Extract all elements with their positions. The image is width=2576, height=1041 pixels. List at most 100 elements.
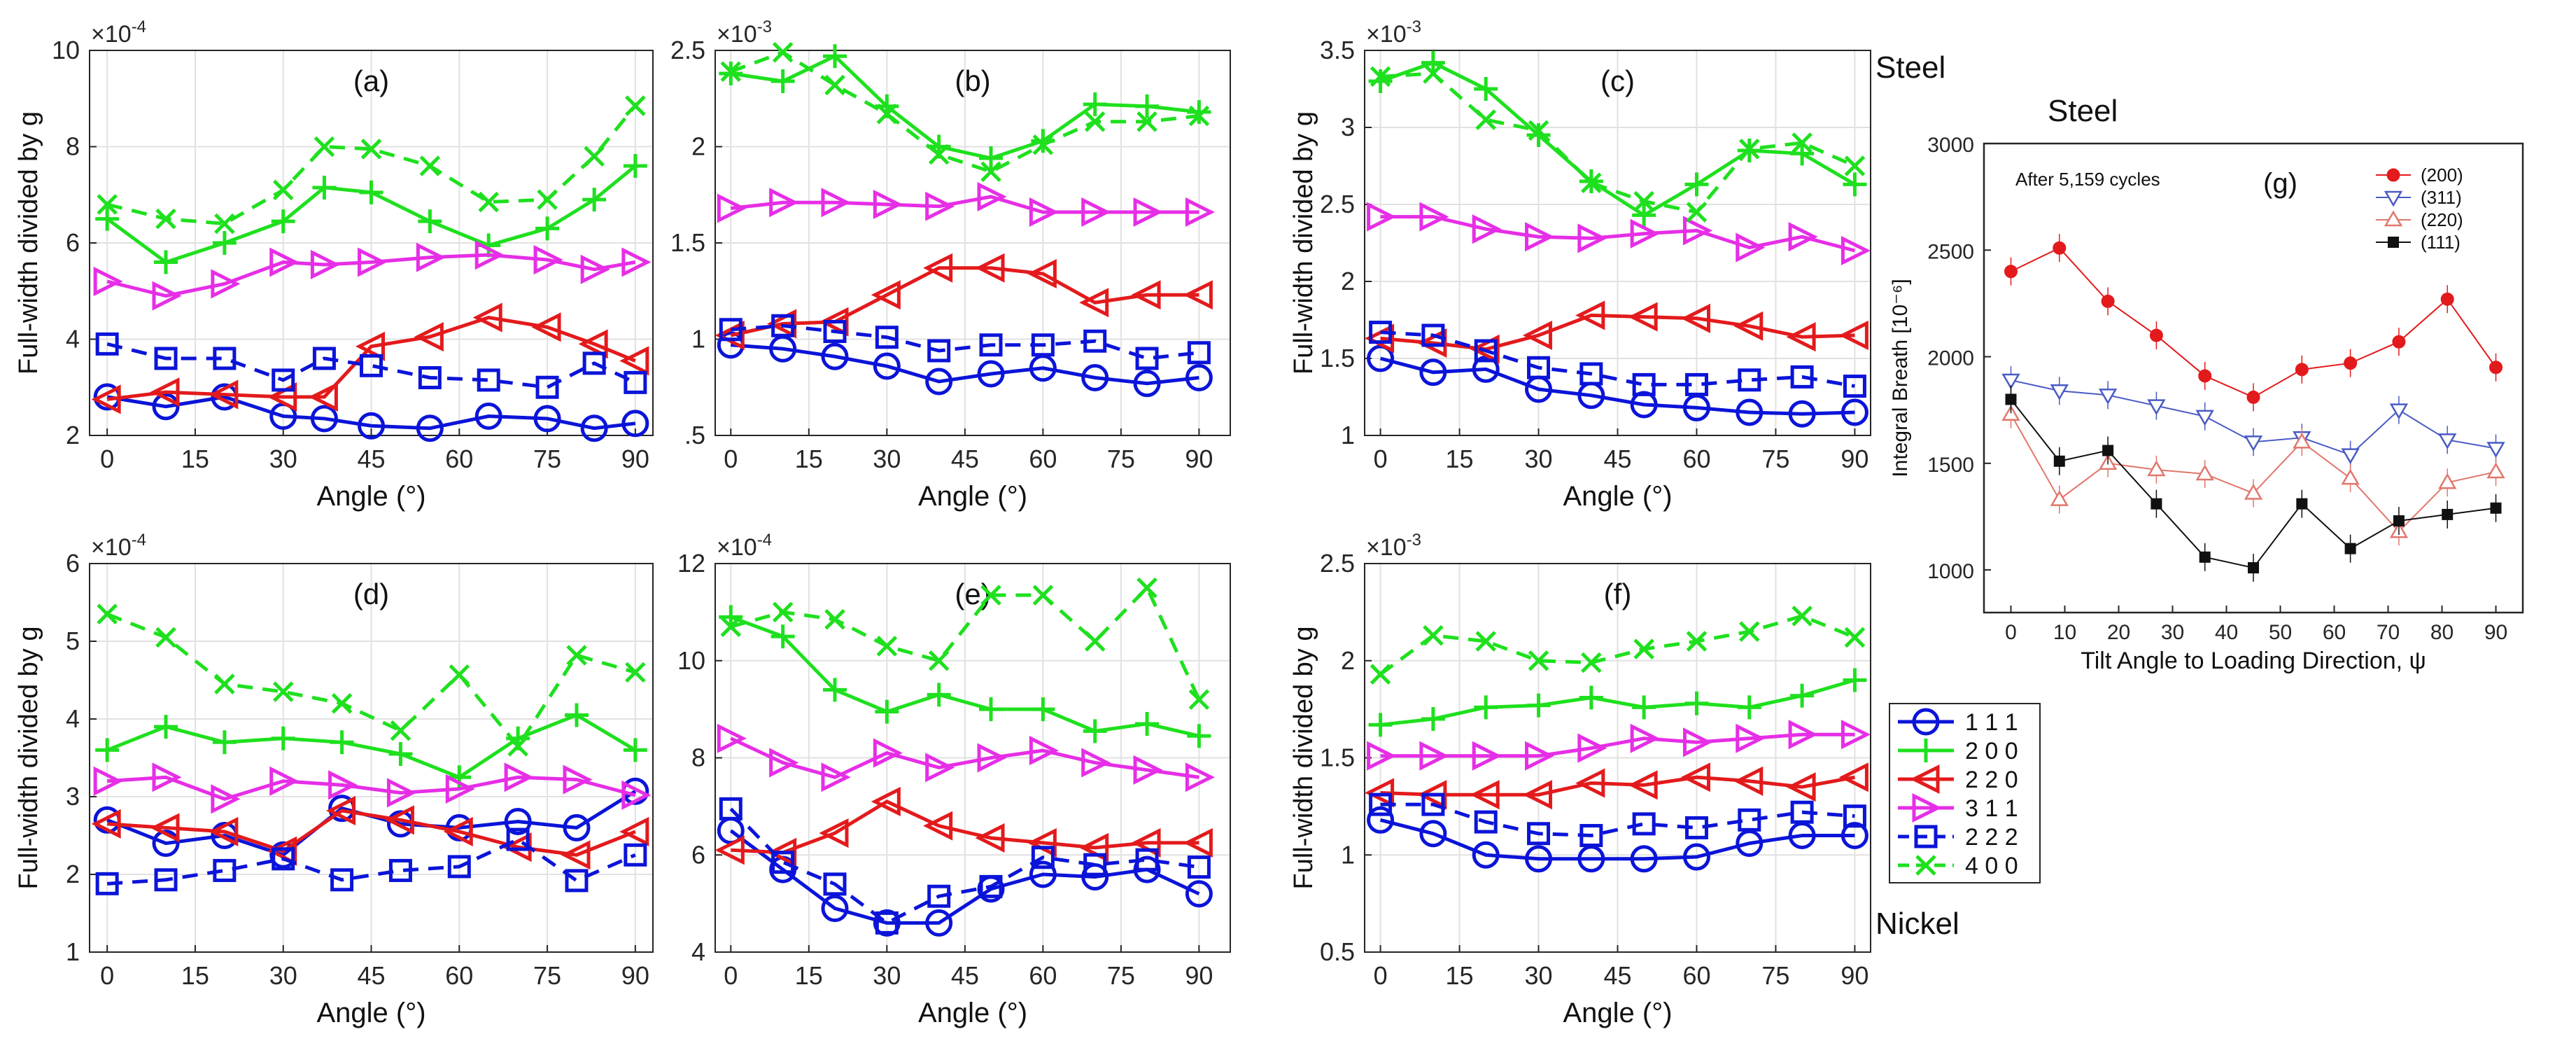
y-tick-label: 1500 xyxy=(1927,454,1974,477)
data-point xyxy=(1579,685,1603,710)
data-point xyxy=(563,813,591,841)
data-point xyxy=(979,874,1003,898)
data-point xyxy=(980,585,1001,606)
y-tick-label: 2 xyxy=(1341,267,1355,295)
data-point xyxy=(1474,339,1498,363)
data-point xyxy=(578,329,608,359)
y-tick-label: 2 xyxy=(66,421,80,449)
data-point xyxy=(1628,302,1658,332)
series-222 xyxy=(1369,321,1866,398)
data-point xyxy=(824,609,845,630)
chart-title: (f) xyxy=(1604,578,1632,610)
x-tick-label: 30 xyxy=(269,445,297,473)
data-point xyxy=(1472,355,1500,383)
series-(111) xyxy=(2005,385,2502,582)
series-line xyxy=(1380,71,1856,214)
x-axis-label: Angle (°) xyxy=(918,481,1027,512)
series-220 xyxy=(1365,762,1868,810)
x-tick-label: 75 xyxy=(1761,961,1789,990)
steel-g-label: Steel xyxy=(2048,94,2118,128)
series-line xyxy=(106,395,636,431)
data-point xyxy=(477,368,500,392)
data-point xyxy=(1419,741,1449,771)
chart-a: 0 15 30 45 60 75 90 2 4 6 8 10 Angle (°) Full-width d… xyxy=(14,18,654,512)
data-point xyxy=(1632,203,1656,228)
y-tick-label: 3000 xyxy=(1927,134,1974,157)
x-tick-label: 90 xyxy=(1185,445,1213,473)
x-axis-label: Angle (°) xyxy=(918,998,1027,1028)
data-point xyxy=(1682,727,1713,757)
y-tick-label: 4 xyxy=(66,704,80,733)
data-point xyxy=(1031,846,1055,869)
series-311 xyxy=(717,723,1215,792)
data-point xyxy=(1419,202,1449,232)
data-point xyxy=(2486,462,2505,479)
data-point xyxy=(2489,361,2503,375)
series-(220) xyxy=(2001,400,2505,546)
data-point xyxy=(822,44,847,69)
y-tick-label: 1 xyxy=(1341,421,1355,449)
chart-c: 0 15 30 45 60 75 90 1 1.5 2 2.5 3 3.5 Angle (°) Full-w… xyxy=(1289,18,1871,512)
data-point xyxy=(478,191,499,213)
series-line xyxy=(1379,60,1856,218)
data-point xyxy=(2147,460,2166,477)
data-point xyxy=(875,326,899,349)
data-point xyxy=(390,720,411,741)
x-tick-label: 45 xyxy=(357,961,385,990)
legend-label: 3 1 1 xyxy=(1965,795,2018,822)
series-400 xyxy=(1370,606,1866,685)
data-point xyxy=(923,811,953,841)
data-point xyxy=(1838,320,1868,351)
data-point xyxy=(1790,800,1814,824)
data-point xyxy=(1630,723,1660,753)
data-point xyxy=(2004,265,2018,279)
data-point xyxy=(2198,369,2212,383)
series-311 xyxy=(1367,202,1871,266)
series-line xyxy=(1380,775,1855,797)
data-point xyxy=(535,216,560,241)
x-tick-label: 90 xyxy=(621,445,649,473)
x-tick-label: 30 xyxy=(1525,961,1553,990)
data-point xyxy=(2438,433,2457,449)
data-point xyxy=(416,414,444,442)
data-point xyxy=(1084,631,1106,652)
data-point xyxy=(154,715,178,739)
data-point xyxy=(1575,300,1605,330)
y-tick-label: 6 xyxy=(66,549,80,578)
data-point xyxy=(1421,707,1445,731)
data-point xyxy=(619,816,649,846)
x-axis-label: Tilt Angle to Loading Direction, ψ xyxy=(2081,648,2426,674)
data-point xyxy=(2295,363,2309,377)
data-point xyxy=(1474,77,1498,101)
series-line xyxy=(106,837,636,886)
data-point xyxy=(2001,373,2020,390)
data-point xyxy=(1525,741,1555,771)
series-line xyxy=(106,315,636,401)
data-point xyxy=(769,748,799,778)
data-point xyxy=(1527,356,1551,379)
data-point xyxy=(873,189,903,220)
y-tick-label: 0.5 xyxy=(1320,937,1355,966)
data-point xyxy=(214,673,235,694)
data-point xyxy=(1579,824,1603,847)
series-311 xyxy=(93,762,652,814)
data-point xyxy=(1419,358,1447,386)
series-line xyxy=(106,809,636,857)
data-point xyxy=(209,379,239,410)
data-point xyxy=(819,307,849,337)
data-point xyxy=(1633,190,1654,212)
series-line xyxy=(730,615,1199,738)
data-point xyxy=(384,805,414,835)
data-point xyxy=(1790,365,1814,389)
data-point xyxy=(1475,631,1496,652)
x-tick-label: 45 xyxy=(1603,445,1631,473)
data-point xyxy=(1370,664,1391,685)
data-point xyxy=(1575,768,1605,798)
data-point xyxy=(1790,683,1815,708)
data-point xyxy=(1081,862,1109,890)
data-point xyxy=(1475,109,1496,130)
y-tick-label: 2000 xyxy=(1927,347,1974,370)
data-point xyxy=(975,823,1005,853)
legend-label: 1 1 1 xyxy=(1965,709,2018,736)
data-point xyxy=(2050,490,2069,506)
